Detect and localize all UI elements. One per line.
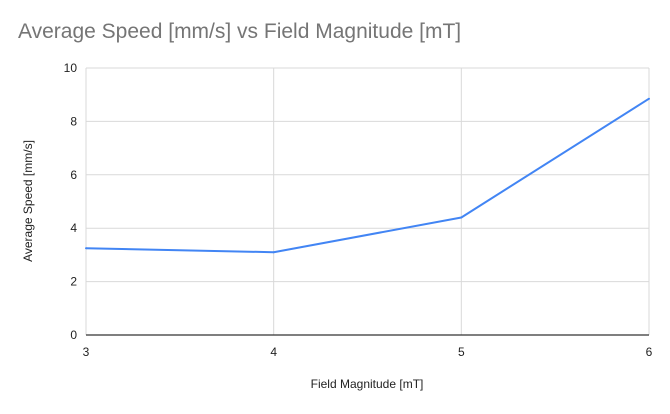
y-tick-label: 2: [70, 275, 77, 289]
data-point: [272, 251, 275, 254]
data-point: [460, 216, 463, 219]
y-tick-label: 6: [70, 168, 77, 182]
y-tick-labels: 0 2 4 6 8 10: [64, 61, 78, 342]
x-tick-label: 4: [270, 345, 277, 359]
gridlines: [85, 67, 650, 336]
series-lines: [85, 97, 650, 254]
series-line: [85, 97, 650, 254]
y-tick-label: 10: [64, 61, 78, 75]
x-tick-label: 3: [83, 345, 90, 359]
x-axis-label: Field Magnitude [mT]: [311, 377, 424, 391]
x-tick-labels: 3 4 5 6: [83, 345, 653, 359]
y-tick-label: 8: [70, 114, 77, 128]
data-point: [85, 247, 87, 250]
y-tick-label: 0: [70, 328, 77, 342]
y-tick-label: 4: [70, 221, 77, 235]
x-tick-label: 6: [646, 345, 653, 359]
chart-title: Average Speed [mm/s] vs Field Magnitude …: [18, 20, 462, 43]
x-tick-label: 5: [458, 345, 465, 359]
data-point: [648, 97, 650, 100]
y-axis-label: Average Speed [mm/s]: [21, 140, 35, 262]
